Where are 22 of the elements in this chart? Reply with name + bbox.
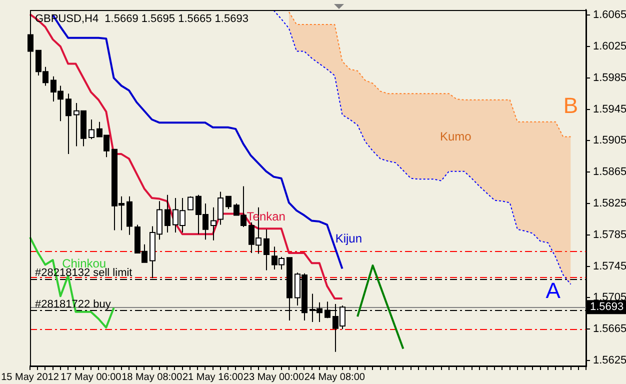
series-label: A <box>546 278 561 303</box>
annotation: Kumo <box>440 129 472 144</box>
y-tick-label: 1.6065 <box>593 9 626 22</box>
y-tick-label: 1.5905 <box>593 134 626 147</box>
x-tick-label: 18 May 08:00 <box>122 372 183 383</box>
y-tick-label: 1.5945 <box>593 103 626 116</box>
ref-line-label: 1.5693 <box>590 301 624 314</box>
y-tick-label: 1.5865 <box>593 166 626 178</box>
x-tick-label: 21 May 16:00 <box>182 372 244 383</box>
x-tick-label: 15 May 2012 <box>1 372 60 383</box>
series-label: B <box>563 92 578 118</box>
x-tick-label: 24 May 08:00 <box>304 372 366 383</box>
x-tick-label: 23 May 00:00 <box>243 372 304 383</box>
y-tick-label: 1.5625 <box>593 354 626 367</box>
y-tick-label: 1.5985 <box>593 72 626 84</box>
x-tick-label: 17 May 00:00 <box>60 372 122 383</box>
y-tick-label: 1.6025 <box>593 40 626 53</box>
y-tick-label: 1.5665 <box>593 323 626 336</box>
y-tick-label: 1.5785 <box>593 228 626 241</box>
y-tick-label: 1.5745 <box>593 260 626 272</box>
series-label: Kijun <box>335 232 362 246</box>
y-tick-label: 1.5825 <box>593 198 626 210</box>
